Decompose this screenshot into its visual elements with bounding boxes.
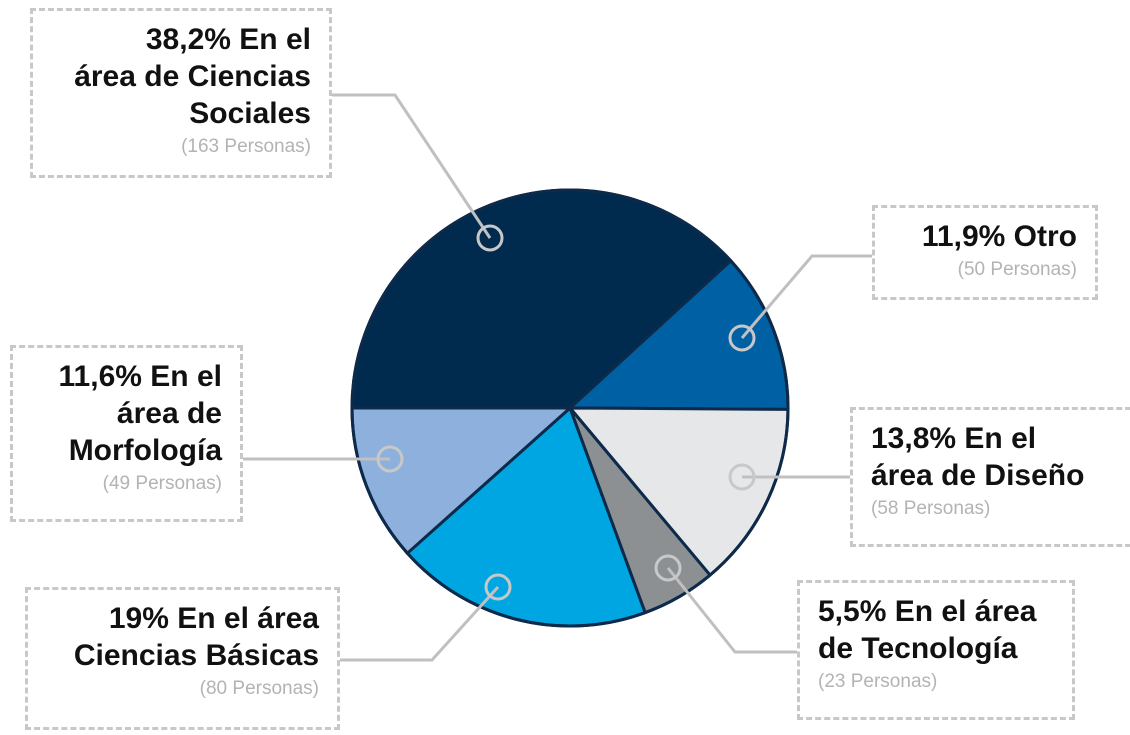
leader-line xyxy=(332,93,492,239)
slice-label: 38,2% En el área de Ciencias Sociales xyxy=(51,21,311,132)
count-label: (163 Personas) xyxy=(181,136,311,157)
label-box: 5,5% En el área de Tecnología (23 Persona… xyxy=(797,580,1075,720)
label-box: 11,9% Otro (50 Personas) xyxy=(872,205,1098,300)
slice-label: 5,5% En el área de Tecnología xyxy=(818,593,1054,667)
count-label: (23 Personas) xyxy=(818,671,938,692)
category-label: En el área de Diseño xyxy=(871,422,1085,492)
leader-dot xyxy=(728,324,756,352)
leader-dot xyxy=(484,573,512,601)
leader-dot xyxy=(728,463,756,491)
value-label: 11,9% xyxy=(921,220,1006,253)
slice-label: 11,6% En el área de Morfología xyxy=(31,358,222,469)
category-label: Otro xyxy=(1013,220,1077,253)
category-label: En el área de Tecnología xyxy=(818,595,1037,665)
category-label: En el área de Ciencias Sociales xyxy=(74,23,311,130)
leader-line xyxy=(340,585,500,662)
label-box: 38,2% En el área de Ciencias Sociales (16… xyxy=(30,8,332,178)
pie-outline xyxy=(350,188,790,628)
value-label: 5,5% xyxy=(818,595,887,628)
leader-line xyxy=(666,567,797,654)
value-label: 11,6% xyxy=(58,360,142,393)
count-label: (50 Personas) xyxy=(957,259,1077,280)
leader-dot xyxy=(654,554,682,582)
leader-line xyxy=(740,254,872,339)
category-label: En el área Ciencias Básicas xyxy=(73,602,319,672)
slice-label: 11,9% Otro xyxy=(893,218,1077,255)
count-label: (58 Personas) xyxy=(871,498,991,519)
slice-label: 19% En el área Ciencias Básicas xyxy=(46,600,319,674)
label-box: 11,6% En el área de Morfología (49 Person… xyxy=(10,345,243,522)
value-label: 13,8% xyxy=(871,422,957,455)
value-label: 38,2% xyxy=(145,23,231,56)
category-label: En el área de Morfología xyxy=(68,360,222,467)
label-box: 19% En el área Ciencias Básicas (80 Perso… xyxy=(25,587,340,730)
slice-label: 13,8% En el área de Diseño xyxy=(871,420,1119,494)
label-box: 13,8% En el área de Diseño (58 Personas) xyxy=(850,407,1130,547)
leader-dot xyxy=(476,224,504,252)
leader-dot xyxy=(376,445,404,473)
count-label: (80 Personas) xyxy=(199,678,319,699)
count-label: (49 Personas) xyxy=(102,473,222,494)
value-label: 19% xyxy=(108,602,169,635)
